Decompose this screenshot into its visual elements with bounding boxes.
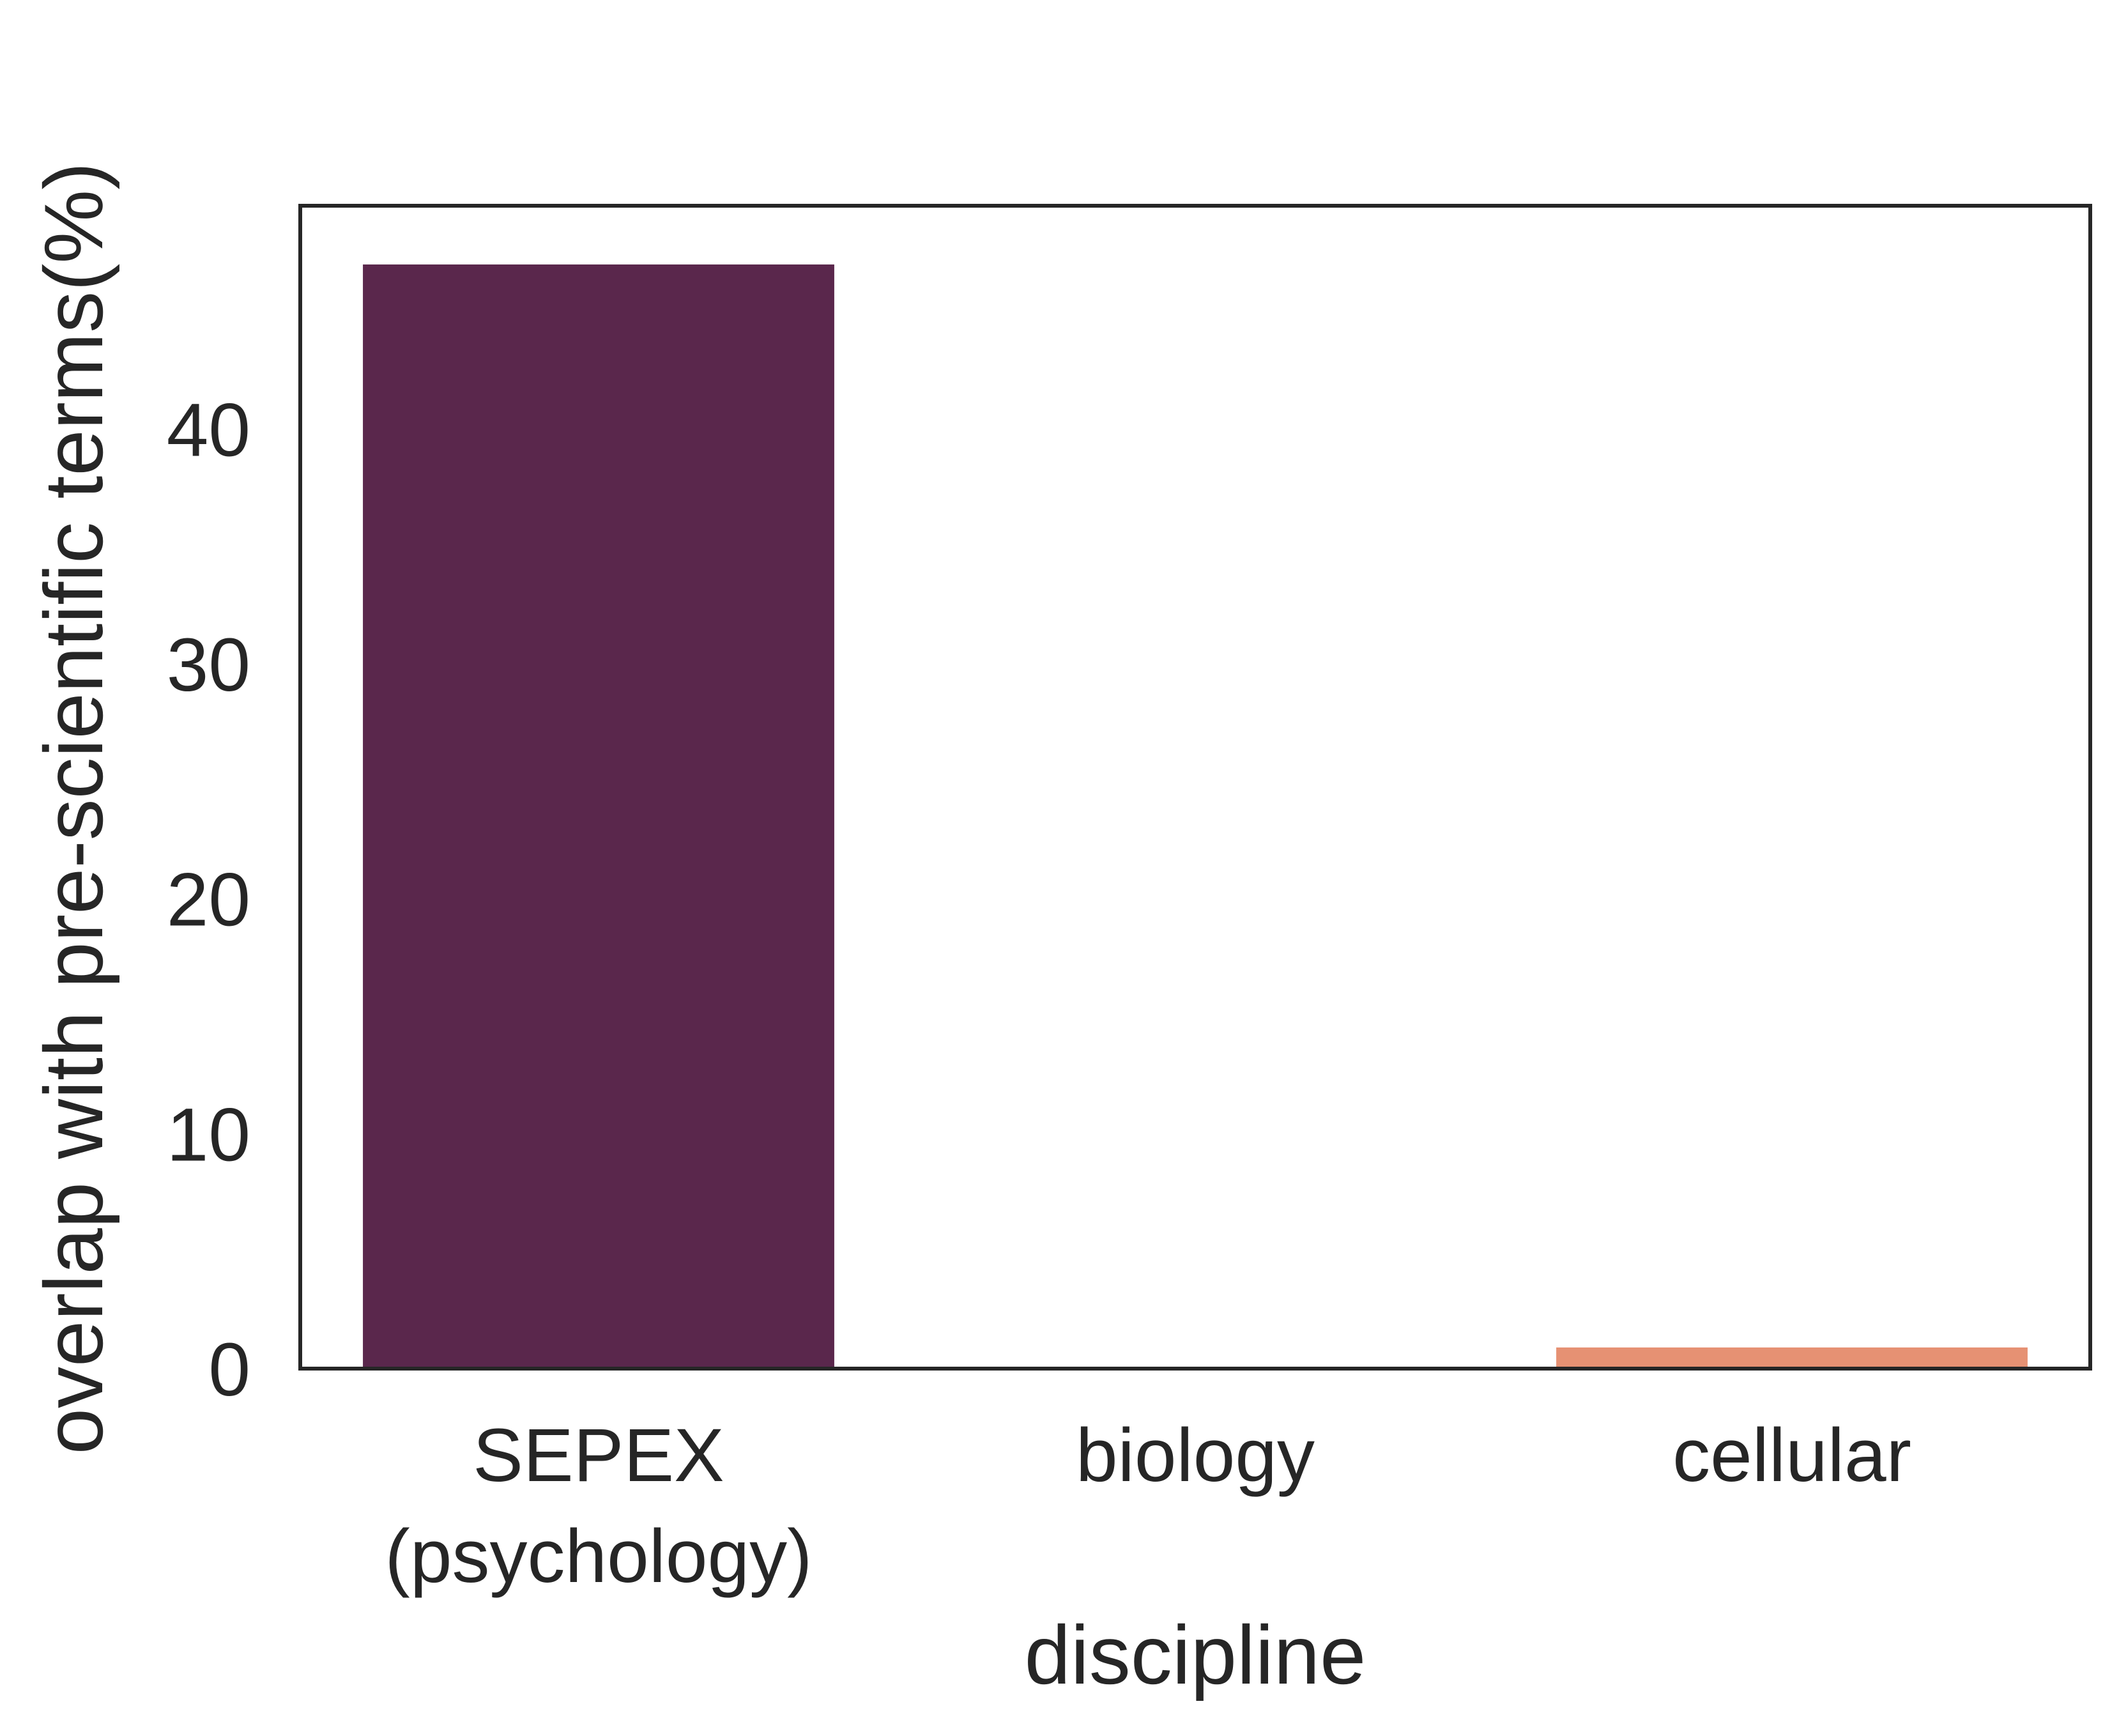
x-tick-label-1-0: biology xyxy=(1076,1413,1315,1498)
x-tick-label-2-0: cellular xyxy=(1672,1413,1911,1498)
y-tick-label-1: 10 xyxy=(167,1093,250,1177)
y-axis-label: overlap with pre-scientific terms(%) xyxy=(27,162,120,1455)
x-tick-label-0-1: (psychology) xyxy=(385,1514,813,1599)
x-tick-label-0-0: SEPEX xyxy=(473,1413,724,1498)
y-tick-label-0: 0 xyxy=(208,1328,250,1412)
plot-frame xyxy=(298,204,2092,1371)
x-category-labels: SEPEX (psychology) biology cellular xyxy=(385,1413,1911,1599)
y-tick-label-3: 30 xyxy=(167,623,250,707)
bars-layer xyxy=(363,264,2028,1369)
y-tick-labels: 0 10 20 30 40 xyxy=(167,388,250,1412)
x-axis-label: discipline xyxy=(1025,1608,1366,1701)
y-tick-label-2: 20 xyxy=(167,858,250,942)
y-tick-label-4: 40 xyxy=(167,388,250,472)
bar-2 xyxy=(1556,1347,2028,1369)
bar-0 xyxy=(363,264,834,1369)
